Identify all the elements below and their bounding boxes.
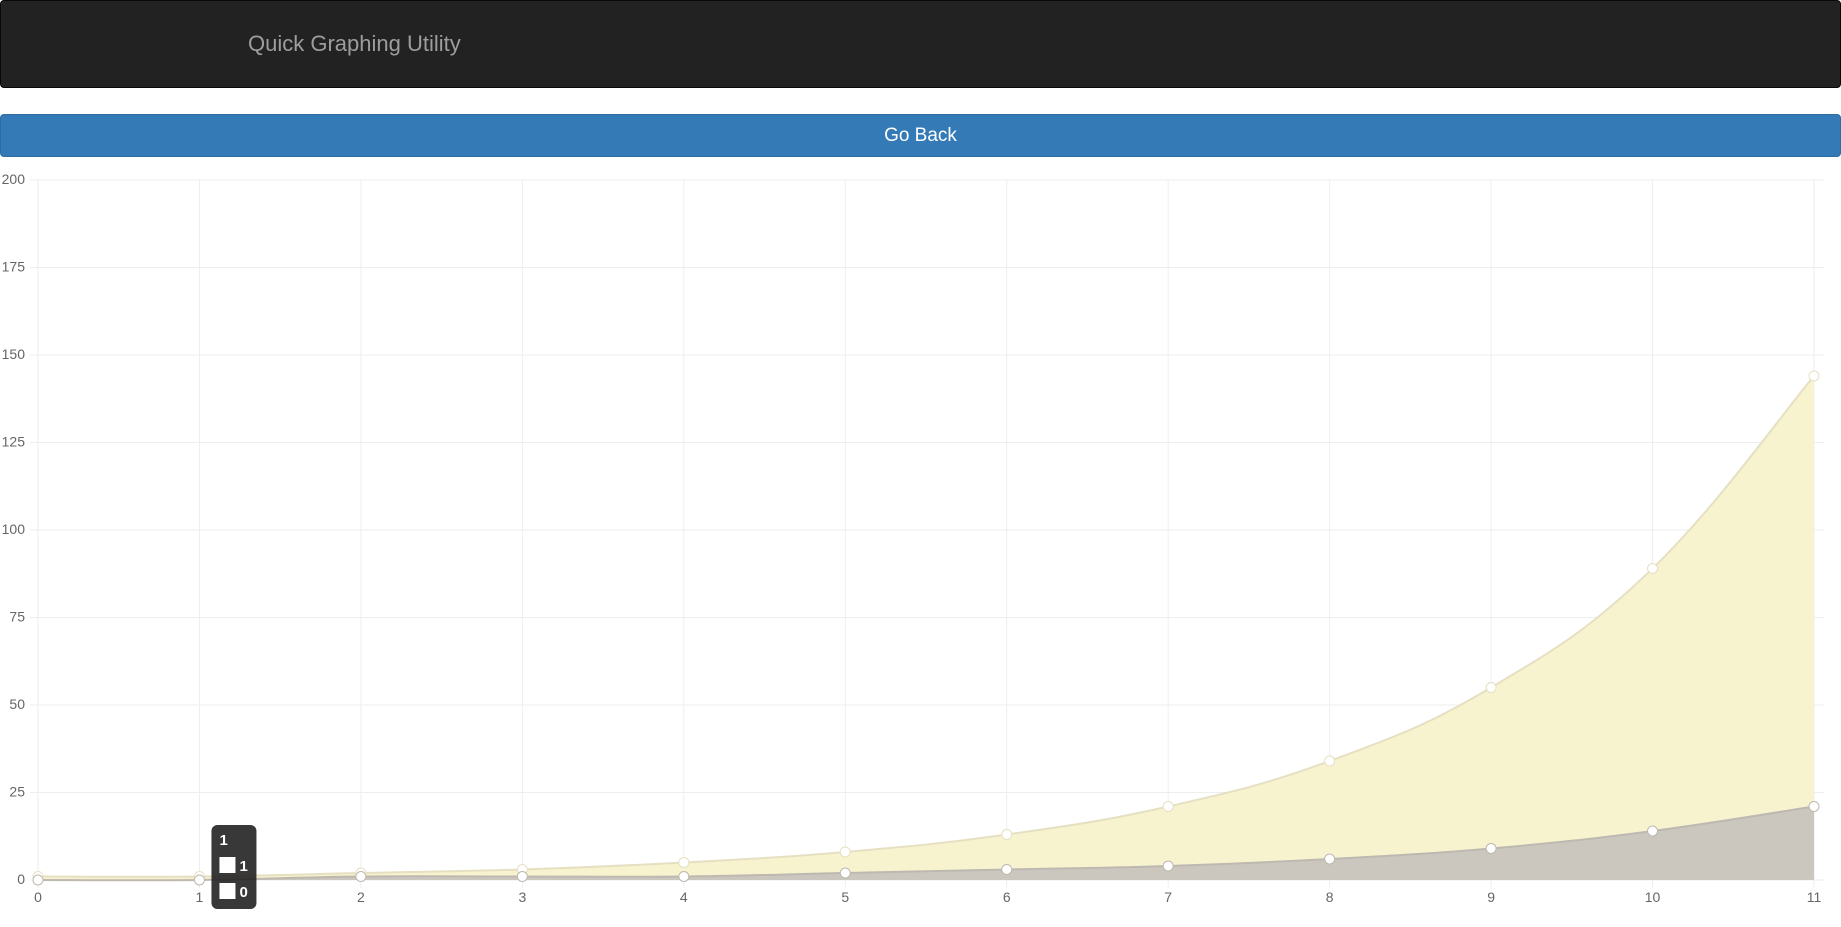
data-point [1485,843,1497,854]
data-point [1001,864,1013,875]
y-tick-label: 175 [2,259,26,275]
data-point [1647,563,1659,574]
data-point [355,871,367,882]
x-tick-label: 2 [357,889,365,905]
data-point [193,874,205,886]
data-point [678,871,690,882]
data-point [1162,860,1174,872]
y-tick-label: 50 [9,696,25,712]
y-tick-label: 75 [9,609,25,625]
chart-points [32,370,1820,886]
y-tick-label: 0 [17,871,25,887]
data-point [1647,825,1659,837]
app-brand-title[interactable]: Quick Graphing Utility [248,31,461,56]
y-tick-label: 200 [2,171,26,187]
x-tick-label: 10 [1645,889,1661,905]
y-tick-label: 100 [2,521,26,537]
tooltip-title: 1 [219,832,227,849]
chart-areas [37,375,1815,882]
data-point [1808,370,1820,382]
data-point [1162,801,1174,812]
x-tick-label: 4 [680,889,688,905]
x-tick-label: 8 [1326,889,1334,905]
navbar: Quick Graphing Utility [0,0,1841,88]
data-point [1324,755,1336,767]
data-point [1001,829,1013,840]
data-point [1324,853,1336,865]
tooltip-entry-label: 1 [239,858,247,875]
data-point [516,871,528,882]
tooltip-swatch [219,883,236,899]
y-tick-label: 150 [2,346,26,362]
data-point [1808,801,1820,812]
chart-grid [30,179,1824,888]
x-tick-label: 7 [1164,889,1172,905]
data-point [839,867,851,879]
tooltip-swatch [219,857,236,873]
data-point [678,857,690,868]
x-tick-label: 9 [1487,889,1495,905]
x-tick-label: 11 [1807,889,1822,905]
series-area-0 [38,806,1814,881]
data-point [839,846,851,858]
x-tick-label: 6 [1003,889,1011,905]
x-tick-label: 1 [196,889,204,905]
series-line-1 [37,375,1815,878]
tooltip-entry-label: 0 [239,884,247,901]
series-line-0 [37,805,1815,882]
x-tick-label: 3 [518,889,526,905]
x-tick-label: 5 [841,889,849,905]
go-back-button[interactable]: Go Back [0,114,1841,157]
data-point [1485,682,1497,693]
series-area-1 [38,376,1814,880]
x-tick-label: 0 [34,889,42,905]
chart-tooltip: 11 0 [211,825,257,909]
y-tick-label: 125 [2,434,26,450]
data-point [32,874,44,886]
y-tick-label: 25 [9,784,25,800]
